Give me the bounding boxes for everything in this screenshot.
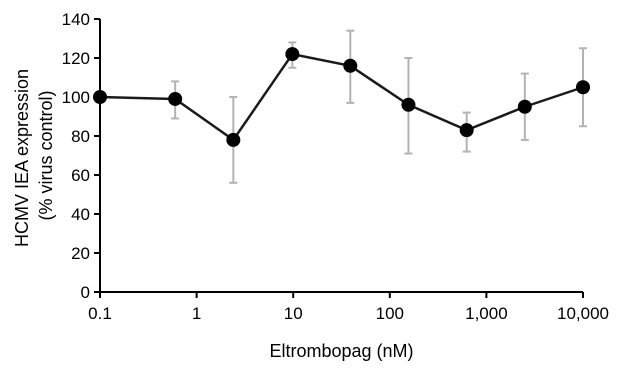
y-axis-label-line2: (% virus control) [36,90,56,220]
data-point [401,97,416,112]
y-tick-label: 140 [62,10,90,29]
x-tick-label: 10 [284,304,303,323]
data-point [517,99,532,114]
data-point [576,80,590,95]
x-tick-label: 100 [376,304,404,323]
y-tick-label: 0 [81,283,90,302]
y-tick-label: 100 [62,88,90,107]
x-tick-label: 0.1 [88,304,112,323]
x-tick-label: 10,000 [557,304,609,323]
y-tick-label: 40 [71,205,90,224]
data-point [285,47,300,62]
data-markers [93,47,590,147]
x-tick-label: 1,000 [465,304,508,323]
y-tick-label: 60 [71,166,90,185]
data-point [168,91,183,106]
y-tick-label: 80 [71,127,90,146]
x-axis-label: Eltrombopag (nM) [269,341,413,361]
y-tick-label: 120 [62,49,90,68]
x-tick-label: 1 [192,304,201,323]
x-ticks: 0.1 1 10 100 1,000 10,000 [88,292,609,323]
y-axis-label: HCMV IEA expression (% virus control) [12,64,56,247]
y-ticks: 0 20 40 60 80 100 120 140 [62,10,100,302]
data-point [93,90,107,104]
data-point [343,58,358,73]
y-axis-label-line1: HCMV IEA expression [12,69,32,247]
data-point [459,123,474,138]
data-point [226,132,241,147]
y-tick-label: 20 [71,244,90,263]
